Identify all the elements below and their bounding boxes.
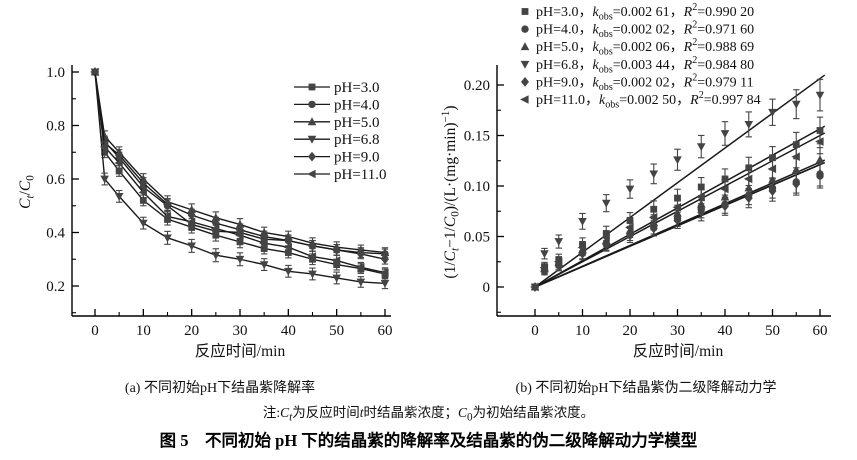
caption-a: (a) 不同初始pH下结晶紫降解率	[124, 381, 316, 396]
svg-text:1.0: 1.0	[46, 65, 65, 81]
y-axis-label: Ct/C0	[17, 175, 37, 209]
svg-text:50: 50	[765, 323, 780, 339]
svg-text:pH=6.8: pH=6.8	[334, 132, 380, 148]
svg-text:0: 0	[483, 280, 491, 296]
axes: 0 10 20 30 40 50 60 0.2 0.4 0.6 0.8 1.0 反应时间/min Ct/C…	[17, 65, 392, 360]
svg-text:0.20: 0.20	[464, 78, 490, 94]
svg-text:0.6: 0.6	[46, 172, 65, 188]
svg-text:0.8: 0.8	[46, 119, 65, 135]
svg-text:20: 20	[623, 323, 638, 339]
svg-text:pH=6.8，kobs=0.003 44，R2=0.984: pH=6.8，kobs=0.003 44，R2=0.984 80	[536, 55, 754, 76]
svg-text:60: 60	[377, 323, 392, 339]
svg-text:0: 0	[531, 323, 539, 339]
svg-text:0: 0	[91, 323, 99, 339]
series-pH=6.8	[530, 78, 825, 292]
series-pH=11.0	[530, 128, 824, 292]
svg-text:30: 30	[670, 323, 685, 339]
svg-text:pH=3.0，kobs=0.002 61，R2=0.990: pH=3.0，kobs=0.002 61，R2=0.990 20	[536, 2, 754, 23]
chart-b-pseudo-second-order-kinetics: 0 10 20 30 40 50 60 0 0.05 0.10 0.15 0.20 反应时间/min (1…	[440, 2, 831, 360]
svg-text:pH=4.0，kobs=0.002 02，R2=0.971: pH=4.0，kobs=0.002 02，R2=0.971 60	[536, 20, 754, 41]
svg-text:10: 10	[575, 323, 590, 339]
figure-title: 图 5 不同初始 pH 下的结晶紫的降解率及结晶紫的伪二级降解动力学模型	[159, 431, 698, 450]
series-pH=11.0	[90, 67, 389, 278]
svg-text:pH=4.0: pH=4.0	[334, 97, 380, 113]
figure-note: 注:Ct为反应时间t时结晶紫浓度；C0为初始结晶紫浓度。	[262, 405, 595, 424]
series-pH=6.8	[90, 68, 390, 290]
svg-text:pH=11.0: pH=11.0	[334, 167, 387, 183]
svg-text:0.2: 0.2	[46, 279, 65, 295]
svg-text:0.4: 0.4	[46, 226, 65, 242]
legend: pH=3.0，kobs=0.002 61，R2=0.990 20pH=4.0，k…	[520, 2, 761, 111]
svg-text:pH=9.0: pH=9.0	[334, 150, 380, 166]
svg-text:40: 40	[718, 323, 733, 339]
svg-text:pH=3.0: pH=3.0	[334, 80, 380, 96]
svg-text:pH=11.0，kobs=0.002 50，R2=0.997: pH=11.0，kobs=0.002 50，R2=0.997 84	[536, 90, 761, 111]
svg-text:60: 60	[813, 323, 828, 339]
legend: pH=3.0pH=4.0 pH=5.0pH=6.8 pH=9.0pH=11.0	[294, 80, 387, 183]
svg-text:20: 20	[184, 323, 199, 339]
svg-text:50: 50	[329, 323, 344, 339]
y-axis-label: (1/Ct−1/C0)/(L·(mg·min)−1)	[440, 105, 462, 278]
chart-a-degradation-rate: 0 10 20 30 40 50 60 0.2 0.4 0.6 0.8 1.0 反应时间/min Ct/C…	[17, 65, 392, 360]
svg-text:pH=5.0，kobs=0.002 06，R2=0.988: pH=5.0，kobs=0.002 06，R2=0.988 69	[536, 37, 754, 58]
svg-text:pH=5.0: pH=5.0	[334, 115, 380, 131]
x-axis-label: 反应时间/min	[195, 341, 286, 360]
svg-text:40: 40	[281, 323, 296, 339]
svg-text:pH=9.0，kobs=0.002 02，R2=0.979: pH=9.0，kobs=0.002 02，R2=0.979 11	[536, 72, 754, 93]
x-axis-label: 反应时间/min	[633, 341, 724, 360]
svg-text:0.05: 0.05	[464, 230, 490, 246]
svg-text:10: 10	[136, 323, 151, 339]
caption-b: (b) 不同初始pH下结晶紫伪二级降解动力学	[515, 381, 777, 396]
svg-text:0.10: 0.10	[464, 179, 490, 195]
axes: 0 10 20 30 40 50 60 0 0.05 0.10 0.15 0.20 反应时间/min (1…	[440, 65, 831, 360]
svg-text:0.15: 0.15	[464, 129, 490, 145]
svg-text:30: 30	[232, 323, 247, 339]
